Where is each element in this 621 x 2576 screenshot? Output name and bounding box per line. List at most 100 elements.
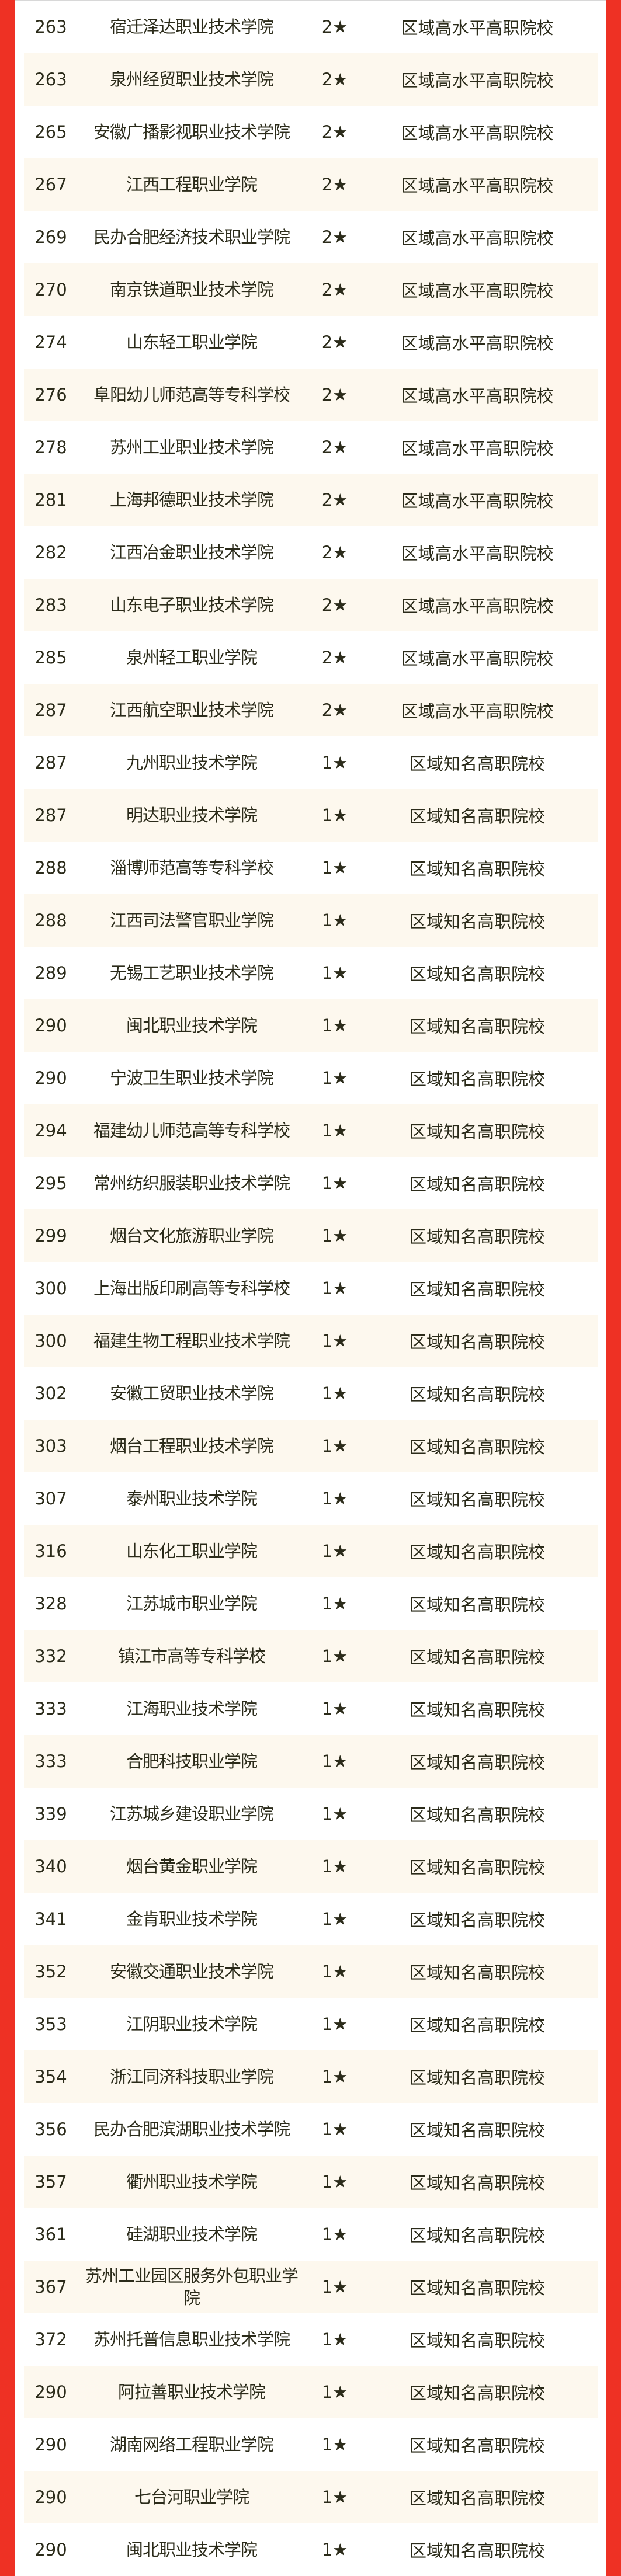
school-name-cell: 山东化工职业学院 — [126, 1541, 258, 1561]
table-row: 372 苏州托普信息职业技术学院 1★ 区域知名高职院校 — [24, 2313, 598, 2366]
table-row: 290 七台河职业学院 1★ 区域知名高职院校 — [24, 2471, 598, 2523]
table-row: 353 江阴职业技术学院 1★ 区域知名高职院校 — [24, 1998, 598, 2050]
rank-cell: 263 — [34, 17, 67, 37]
rank-cell: 328 — [34, 1594, 67, 1614]
star-rating-cell: 1★ — [321, 858, 348, 878]
school-name-cell: 衢州职业技术学院 — [126, 2172, 258, 2192]
rank-cell: 332 — [34, 1646, 67, 1666]
table-row: 290 宁波卫生职业技术学院 1★ 区域知名高职院校 — [24, 1052, 598, 1104]
school-name-cell: 七台河职业学院 — [134, 2487, 249, 2507]
school-name-cell: 苏州托普信息职业技术学院 — [93, 2330, 290, 2349]
star-rating-cell: 1★ — [321, 963, 348, 983]
school-name-cell: 民办合肥经济技术职业学院 — [93, 227, 290, 247]
rank-cell: 267 — [34, 175, 67, 194]
rank-cell: 302 — [34, 1383, 67, 1403]
school-name-cell: 民办合肥滨湖职业技术学院 — [93, 2119, 290, 2139]
table-row: 333 合肥科技职业学院 1★ 区域知名高职院校 — [24, 1735, 598, 1788]
table-row: 357 衢州职业技术学院 1★ 区域知名高职院校 — [24, 2156, 598, 2208]
star-rating-cell: 2★ — [321, 175, 348, 194]
rank-cell: 333 — [34, 1751, 67, 1771]
star-rating-cell: 1★ — [321, 2224, 348, 2244]
school-name-cell: 烟台黄金职业学院 — [126, 1857, 258, 1876]
table-row: 288 淄博师范高等专科学校 1★ 区域知名高职院校 — [24, 842, 598, 894]
rank-cell: 270 — [34, 280, 67, 300]
level-cell: 区域知名高职院校 — [409, 754, 545, 774]
rank-cell: 274 — [34, 332, 67, 352]
table-row: 300 上海出版印刷高等专科学校 1★ 区域知名高职院校 — [24, 1262, 598, 1315]
rank-cell: 278 — [34, 437, 67, 457]
school-name-cell: 山东轻工职业学院 — [126, 332, 258, 352]
level-cell: 区域知名高职院校 — [409, 2015, 545, 2035]
table-row: 265 安徽广播影视职业技术学院 2★ 区域高水平高职院校 — [24, 106, 598, 158]
table-row: 295 常州纺织服装职业技术学院 1★ 区域知名高职院校 — [24, 1157, 598, 1209]
school-name-cell: 江苏城市职业学院 — [126, 1594, 258, 1614]
rank-cell: 290 — [34, 2435, 67, 2455]
rank-cell: 290 — [34, 2382, 67, 2402]
rank-cell: 300 — [34, 1278, 67, 1298]
school-name-cell: 常州纺织服装职业技术学院 — [93, 1173, 290, 1193]
level-cell: 区域知名高职院校 — [409, 1332, 545, 1352]
rank-cell: 352 — [34, 1962, 67, 1981]
level-cell: 区域高水平高职院校 — [401, 228, 554, 248]
level-cell: 区域知名高职院校 — [409, 964, 545, 984]
level-cell: 区域知名高职院校 — [409, 1595, 545, 1615]
table-row: 332 镇江市高等专科学校 1★ 区域知名高职院校 — [24, 1630, 598, 1682]
level-cell: 区域知名高职院校 — [409, 1227, 545, 1247]
school-name-cell: 浙江同济科技职业学院 — [109, 2067, 274, 2087]
star-rating-cell: 1★ — [321, 1857, 348, 1876]
table-row: 341 金肯职业技术学院 1★ 区域知名高职院校 — [24, 1893, 598, 1945]
school-name-cell: 泉州轻工职业学院 — [126, 648, 258, 668]
level-cell: 区域知名高职院校 — [409, 806, 545, 826]
school-name-cell: 烟台工程职业技术学院 — [109, 1436, 274, 1456]
table-row: 278 苏州工业职业技术学院 2★ 区域高水平高职院校 — [24, 421, 598, 474]
star-rating-cell: 1★ — [321, 753, 348, 773]
table-row: 270 南京铁道职业技术学院 2★ 区域高水平高职院校 — [24, 263, 598, 316]
school-name-cell: 淄博师范高等专科学校 — [109, 858, 274, 878]
level-cell: 区域知名高职院校 — [409, 1910, 545, 1930]
level-cell: 区域高水平高职院校 — [401, 71, 554, 91]
star-rating-cell: 1★ — [321, 1016, 348, 1035]
rank-cell: 316 — [34, 1541, 67, 1561]
level-cell: 区域高水平高职院校 — [401, 649, 554, 669]
rank-cell: 285 — [34, 648, 67, 668]
table-row: 340 烟台黄金职业学院 1★ 区域知名高职院校 — [24, 1840, 598, 1893]
level-cell: 区域知名高职院校 — [409, 1280, 545, 1299]
level-cell: 区域知名高职院校 — [409, 1542, 545, 1562]
table-row: 287 明达职业技术学院 1★ 区域知名高职院校 — [24, 789, 598, 842]
rank-cell: 339 — [34, 1804, 67, 1824]
table-row: 276 阜阳幼儿师范高等专科学校 2★ 区域高水平高职院校 — [24, 369, 598, 421]
table-row: 294 福建幼儿师范高等专科学校 1★ 区域知名高职院校 — [24, 1104, 598, 1157]
level-cell: 区域高水平高职院校 — [401, 596, 554, 616]
star-rating-cell: 1★ — [321, 1751, 348, 1771]
table-row: 352 安徽交通职业技术学院 1★ 区域知名高职院校 — [24, 1945, 598, 1998]
level-cell: 区域知名高职院校 — [409, 2226, 545, 2245]
rank-cell: 276 — [34, 385, 67, 405]
table-row: 283 山东电子职业技术学院 2★ 区域高水平高职院校 — [24, 579, 598, 631]
star-rating-cell: 1★ — [321, 2172, 348, 2192]
level-cell: 区域知名高职院校 — [409, 2120, 545, 2140]
star-rating-cell: 1★ — [321, 910, 348, 930]
star-rating-cell: 1★ — [321, 2014, 348, 2034]
rank-cell: 281 — [34, 490, 67, 510]
level-cell: 区域高水平高职院校 — [401, 333, 554, 353]
star-rating-cell: 2★ — [321, 280, 348, 300]
rank-cell: 299 — [34, 1226, 67, 1246]
rank-cell: 353 — [34, 2014, 67, 2034]
school-name-cell: 烟台文化旅游职业学院 — [109, 1226, 274, 1246]
rank-cell: 288 — [34, 858, 67, 878]
table-row: 263 宿迁泽达职业技术学院 2★ 区域高水平高职院校 — [24, 1, 598, 53]
star-rating-cell: 2★ — [321, 490, 348, 510]
rank-cell: 290 — [34, 2540, 67, 2560]
star-rating-cell: 2★ — [321, 700, 348, 720]
star-rating-cell: 1★ — [321, 2067, 348, 2087]
star-rating-cell: 1★ — [321, 1699, 348, 1719]
star-rating-cell: 1★ — [321, 2277, 348, 2297]
school-name-cell: 上海邦德职业技术学院 — [109, 490, 274, 510]
level-cell: 区域高水平高职院校 — [401, 439, 554, 458]
level-cell: 区域知名高职院校 — [409, 912, 545, 931]
table-row: 356 民办合肥滨湖职业技术学院 1★ 区域知名高职院校 — [24, 2103, 598, 2156]
rank-cell: 290 — [34, 1068, 67, 1088]
table-row: 300 福建生物工程职业技术学院 1★ 区域知名高职院校 — [24, 1315, 598, 1367]
level-cell: 区域知名高职院校 — [409, 1385, 545, 1405]
star-rating-cell: 1★ — [321, 1068, 348, 1088]
